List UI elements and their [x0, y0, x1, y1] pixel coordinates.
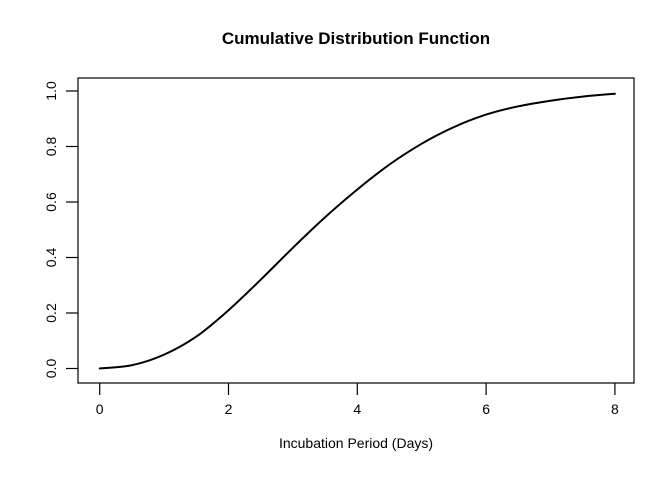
y-tick-label: 1.0 — [43, 81, 59, 101]
y-tick-label: 0.2 — [43, 303, 59, 323]
axes: 0 2 4 6 8 0.0 0.2 0.4 0.6 0.8 1.0 — [43, 77, 635, 417]
plot-box — [77, 77, 635, 384]
x-tick-label: 2 — [225, 401, 233, 417]
cdf-curve — [98, 92, 616, 370]
y-tick-label: 0.6 — [43, 192, 59, 212]
x-axis-label: Incubation Period (Days) — [279, 435, 433, 451]
x-tick-label: 4 — [353, 401, 361, 417]
chart-title: Cumulative Distribution Function — [222, 29, 490, 48]
y-tick-label: 0.0 — [43, 359, 59, 379]
x-tick-label: 6 — [482, 401, 490, 417]
y-tick-label: 0.4 — [43, 248, 59, 268]
x-tick-label: 8 — [611, 401, 619, 417]
x-tick-label: 0 — [96, 401, 104, 417]
y-tick-label: 0.8 — [43, 137, 59, 157]
